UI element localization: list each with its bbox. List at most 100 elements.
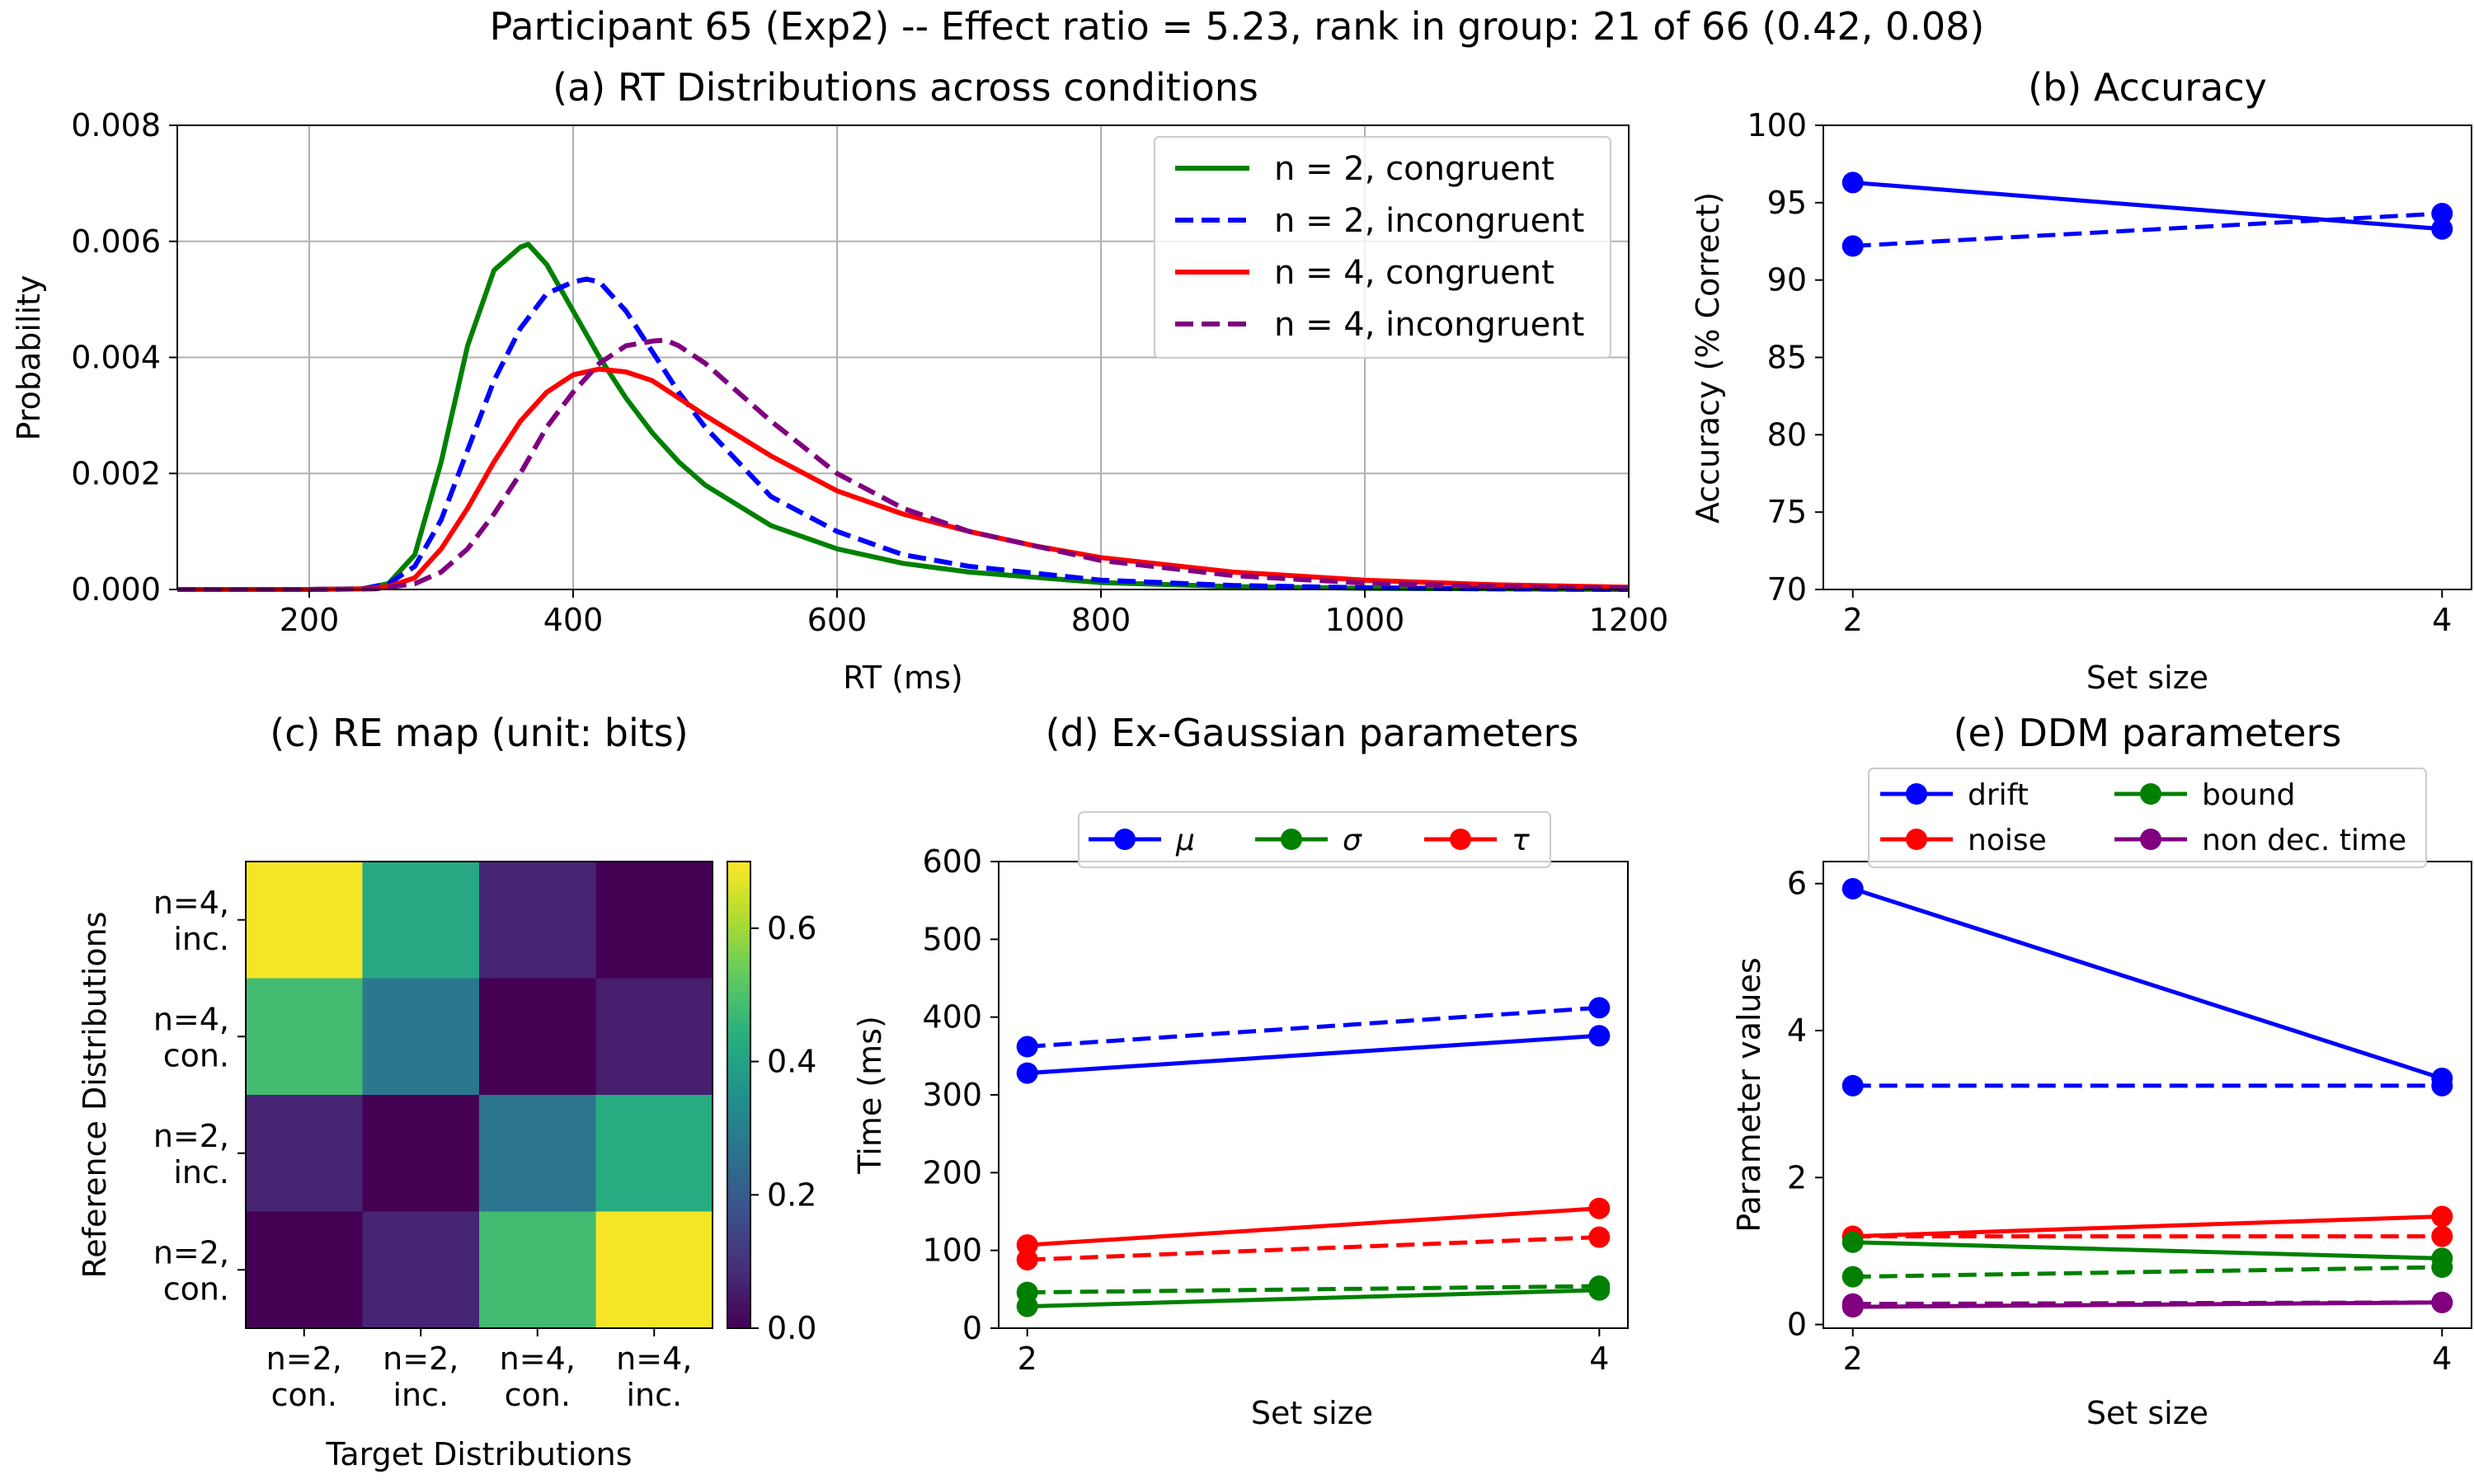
series-line <box>1852 211 2443 248</box>
data-point <box>1841 1266 1864 1288</box>
data-point <box>1841 1074 1864 1097</box>
data-point <box>1841 877 1864 899</box>
x-tick-label: 4 <box>2432 602 2452 638</box>
panel-a-xticks: 200 400 600 800 1000 1200 <box>280 589 1669 638</box>
legend-marker <box>1114 829 1136 850</box>
series-line <box>1851 886 2443 1081</box>
panel-c-ylabel: Reference Distributions <box>77 912 113 1279</box>
y-tick-label: 200 <box>922 1154 982 1190</box>
legend-label: bound <box>2202 778 2295 812</box>
panel-c-heatmap <box>246 862 713 1329</box>
x-tick-label: 1000 <box>1325 602 1405 638</box>
data-point <box>1016 1248 1038 1270</box>
y-tick-label: 100 <box>1747 107 1807 143</box>
data-point <box>2431 1291 2453 1313</box>
x-tick-label: 800 <box>1071 602 1131 638</box>
data-point <box>2431 1074 2453 1097</box>
data-point <box>1588 1226 1611 1248</box>
x-tick-label: n=2, <box>266 1341 342 1377</box>
series-line <box>1027 1033 1600 1076</box>
series-line <box>177 337 1630 592</box>
x-tick-label: 600 <box>807 602 868 638</box>
heatmap-cell <box>362 862 480 979</box>
data-point <box>1588 997 1611 1019</box>
data-point <box>1016 1036 1038 1058</box>
series-line <box>177 242 1630 592</box>
heatmap-cell <box>362 1211 480 1329</box>
panel-d-lines <box>1016 997 1611 1317</box>
panel-a-ylabel: Probability <box>11 275 47 441</box>
data-point <box>1016 1062 1038 1084</box>
panel-e-xlabel: Set size <box>2086 1395 2208 1431</box>
legend-marker <box>1281 829 1302 850</box>
data-point <box>2431 1225 2453 1247</box>
series-line <box>1852 180 2443 232</box>
heatmap-cell <box>595 978 713 1096</box>
x-tick-label: 1200 <box>1589 602 1669 638</box>
panel-a-xlabel: RT (ms) <box>843 660 962 696</box>
data-point <box>1841 1293 1864 1315</box>
data-point <box>2431 202 2453 224</box>
heatmap-cell <box>362 978 480 1096</box>
y-tick-label: 0 <box>962 1310 982 1346</box>
y-tick-label: 300 <box>922 1077 982 1113</box>
panel-a-title: (a) RT Distributions across conditions <box>553 65 1258 110</box>
legend-label: τ <box>1512 824 1530 857</box>
panel-b-yticks: 70 75 80 85 90 95 100 <box>1747 107 1823 608</box>
data-point <box>2431 1256 2453 1279</box>
data-point <box>1016 1281 1038 1303</box>
figure-suptitle: Participant 65 (Exp2) -- Effect ratio = … <box>490 4 1985 49</box>
x-tick-label: inc. <box>626 1377 682 1413</box>
series-line <box>1027 1284 1600 1295</box>
series-line <box>177 276 1630 592</box>
heatmap-cell <box>246 1095 363 1212</box>
y-tick-label: n=2, <box>153 1118 229 1154</box>
y-tick-label: inc. <box>173 921 229 957</box>
panel-b-lines <box>1841 171 2453 257</box>
legend-frame <box>1154 136 1611 359</box>
x-tick-label: con. <box>505 1377 571 1413</box>
panel-a: (a) RT Distributions across conditions 2… <box>11 65 1668 696</box>
y-tick-label: 90 <box>1767 262 1807 298</box>
y-tick-label: 600 <box>922 843 982 880</box>
panel-e-ylabel: Parameter values <box>1731 957 1767 1232</box>
series-line <box>1027 1235 1600 1262</box>
y-tick-label: 0.004 <box>71 340 161 376</box>
legend-marker <box>2140 829 2161 850</box>
colorbar-ticks: 0.0 0.2 0.4 0.6 <box>750 910 816 1346</box>
y-tick-label: n=4, <box>153 1001 229 1037</box>
series-line <box>1852 1240 2443 1261</box>
panel-a-yticks: 0.000 0.002 0.004 0.006 0.008 <box>71 107 177 608</box>
x-tick-label: 2 <box>1843 602 1863 638</box>
legend-marker <box>2140 783 2161 805</box>
heatmap-cell <box>595 1211 713 1329</box>
colorbar-tick-label: 0.6 <box>767 910 816 946</box>
panel-d-xlabel: Set size <box>1251 1395 1373 1431</box>
y-tick-label: 0.008 <box>71 107 161 143</box>
heatmap-cell <box>362 1095 480 1212</box>
legend-marker <box>1906 829 1927 850</box>
heatmap-cell <box>246 1211 363 1329</box>
colorbar-tick-label: 0.0 <box>767 1310 816 1346</box>
x-tick-label: n=4, <box>616 1341 692 1377</box>
series-line <box>1852 1265 2443 1280</box>
panel-e-yticks: 0 2 4 6 <box>1787 866 1823 1343</box>
heatmap-cell <box>246 978 363 1096</box>
x-tick-label: con. <box>271 1377 337 1413</box>
data-point <box>1588 1275 1611 1298</box>
series-line <box>1027 1288 1600 1309</box>
y-tick-label: n=4, <box>153 885 229 921</box>
panel-d-title: (d) Ex-Gaussian parameters <box>1046 711 1579 755</box>
data-point <box>1588 1197 1611 1219</box>
legend-label: noise <box>1968 824 2047 857</box>
panel-c-xlabel: Target Distributions <box>325 1436 632 1472</box>
x-tick-label: 2 <box>1843 1341 1863 1377</box>
panel-c: (c) RE map (unit: bits) n=2,con.n=2,inc.… <box>77 711 816 1472</box>
heatmap-cell <box>479 862 596 979</box>
series-line <box>1852 1300 2443 1307</box>
y-tick-label: 70 <box>1767 571 1807 608</box>
data-point <box>2431 218 2453 240</box>
